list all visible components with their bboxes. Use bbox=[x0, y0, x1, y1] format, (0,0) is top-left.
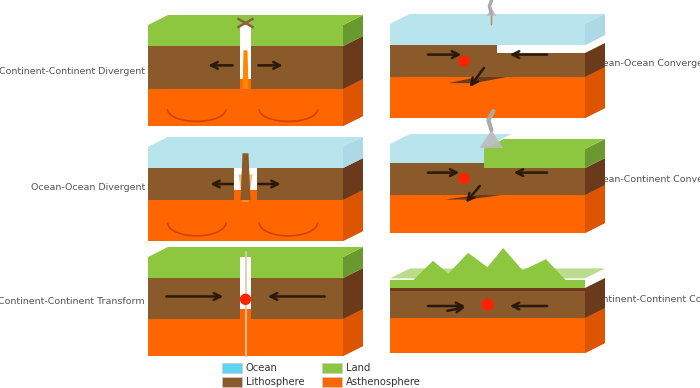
Polygon shape bbox=[484, 139, 605, 149]
Polygon shape bbox=[148, 137, 363, 147]
Polygon shape bbox=[148, 137, 363, 147]
Polygon shape bbox=[148, 247, 363, 257]
Polygon shape bbox=[251, 278, 343, 319]
Polygon shape bbox=[449, 77, 507, 83]
Polygon shape bbox=[148, 25, 239, 46]
FancyBboxPatch shape bbox=[222, 363, 242, 373]
Polygon shape bbox=[343, 79, 363, 126]
Polygon shape bbox=[585, 308, 605, 353]
Polygon shape bbox=[148, 200, 343, 241]
Text: Continent-Continent Divergent: Continent-Continent Divergent bbox=[0, 68, 145, 76]
Polygon shape bbox=[585, 185, 605, 233]
Polygon shape bbox=[390, 185, 605, 195]
Polygon shape bbox=[390, 14, 605, 24]
Polygon shape bbox=[148, 89, 343, 126]
Polygon shape bbox=[343, 309, 363, 356]
Polygon shape bbox=[585, 14, 605, 45]
Polygon shape bbox=[148, 309, 363, 319]
Text: Lithosphere: Lithosphere bbox=[246, 377, 304, 387]
Polygon shape bbox=[390, 67, 605, 77]
Polygon shape bbox=[585, 67, 605, 118]
Polygon shape bbox=[242, 50, 248, 89]
Polygon shape bbox=[148, 79, 363, 89]
Polygon shape bbox=[257, 168, 343, 200]
FancyBboxPatch shape bbox=[322, 377, 342, 387]
Polygon shape bbox=[251, 257, 343, 278]
Polygon shape bbox=[239, 174, 253, 202]
Circle shape bbox=[482, 299, 493, 310]
Circle shape bbox=[459, 56, 469, 66]
Polygon shape bbox=[585, 14, 605, 45]
Text: Asthenosphere: Asthenosphere bbox=[346, 377, 421, 387]
Polygon shape bbox=[585, 43, 605, 77]
Polygon shape bbox=[148, 147, 343, 168]
Polygon shape bbox=[343, 79, 363, 126]
Polygon shape bbox=[390, 134, 512, 144]
Text: Continent-Continent Transform: Continent-Continent Transform bbox=[0, 298, 145, 307]
Polygon shape bbox=[480, 130, 503, 148]
Polygon shape bbox=[390, 24, 585, 45]
Polygon shape bbox=[390, 308, 605, 318]
Text: Land: Land bbox=[346, 363, 370, 373]
FancyBboxPatch shape bbox=[322, 363, 342, 373]
Polygon shape bbox=[343, 309, 363, 356]
Polygon shape bbox=[487, 53, 585, 77]
Polygon shape bbox=[343, 137, 363, 168]
Polygon shape bbox=[343, 190, 363, 241]
Polygon shape bbox=[343, 36, 363, 89]
Polygon shape bbox=[585, 139, 605, 168]
Text: Ocean-Continent Convergent: Ocean-Continent Convergent bbox=[590, 175, 700, 184]
Polygon shape bbox=[241, 153, 251, 200]
Polygon shape bbox=[390, 163, 491, 195]
Circle shape bbox=[241, 294, 251, 304]
Polygon shape bbox=[484, 168, 585, 195]
Polygon shape bbox=[390, 77, 585, 118]
Polygon shape bbox=[390, 144, 491, 163]
Polygon shape bbox=[390, 288, 585, 318]
Circle shape bbox=[459, 173, 469, 184]
Text: Continent-Continent Convergent: Continent-Continent Convergent bbox=[590, 294, 700, 303]
Polygon shape bbox=[148, 46, 239, 89]
Polygon shape bbox=[390, 45, 497, 77]
Polygon shape bbox=[343, 268, 363, 319]
Polygon shape bbox=[148, 168, 234, 200]
Polygon shape bbox=[390, 195, 585, 233]
Polygon shape bbox=[585, 278, 605, 318]
Polygon shape bbox=[486, 8, 496, 16]
Polygon shape bbox=[390, 256, 585, 291]
Polygon shape bbox=[343, 190, 363, 241]
Polygon shape bbox=[585, 158, 605, 195]
Text: Ocean: Ocean bbox=[246, 363, 278, 373]
Polygon shape bbox=[585, 67, 605, 118]
Polygon shape bbox=[390, 14, 605, 24]
Polygon shape bbox=[148, 15, 363, 25]
Polygon shape bbox=[343, 137, 363, 168]
Polygon shape bbox=[585, 308, 605, 353]
Polygon shape bbox=[390, 318, 585, 353]
Polygon shape bbox=[148, 257, 239, 278]
Polygon shape bbox=[390, 268, 605, 279]
Text: Ocean-Ocean Convergent: Ocean-Ocean Convergent bbox=[590, 59, 700, 69]
Polygon shape bbox=[390, 248, 585, 288]
Polygon shape bbox=[251, 25, 343, 46]
Polygon shape bbox=[343, 247, 363, 278]
Polygon shape bbox=[148, 278, 239, 319]
Text: Ocean-Ocean Divergent: Ocean-Ocean Divergent bbox=[31, 182, 145, 192]
Polygon shape bbox=[148, 319, 343, 356]
Polygon shape bbox=[251, 46, 343, 89]
Polygon shape bbox=[444, 195, 501, 199]
Polygon shape bbox=[343, 158, 363, 200]
FancyBboxPatch shape bbox=[222, 377, 242, 387]
Polygon shape bbox=[484, 149, 585, 168]
Polygon shape bbox=[585, 185, 605, 233]
Polygon shape bbox=[343, 15, 363, 46]
Polygon shape bbox=[148, 190, 363, 200]
